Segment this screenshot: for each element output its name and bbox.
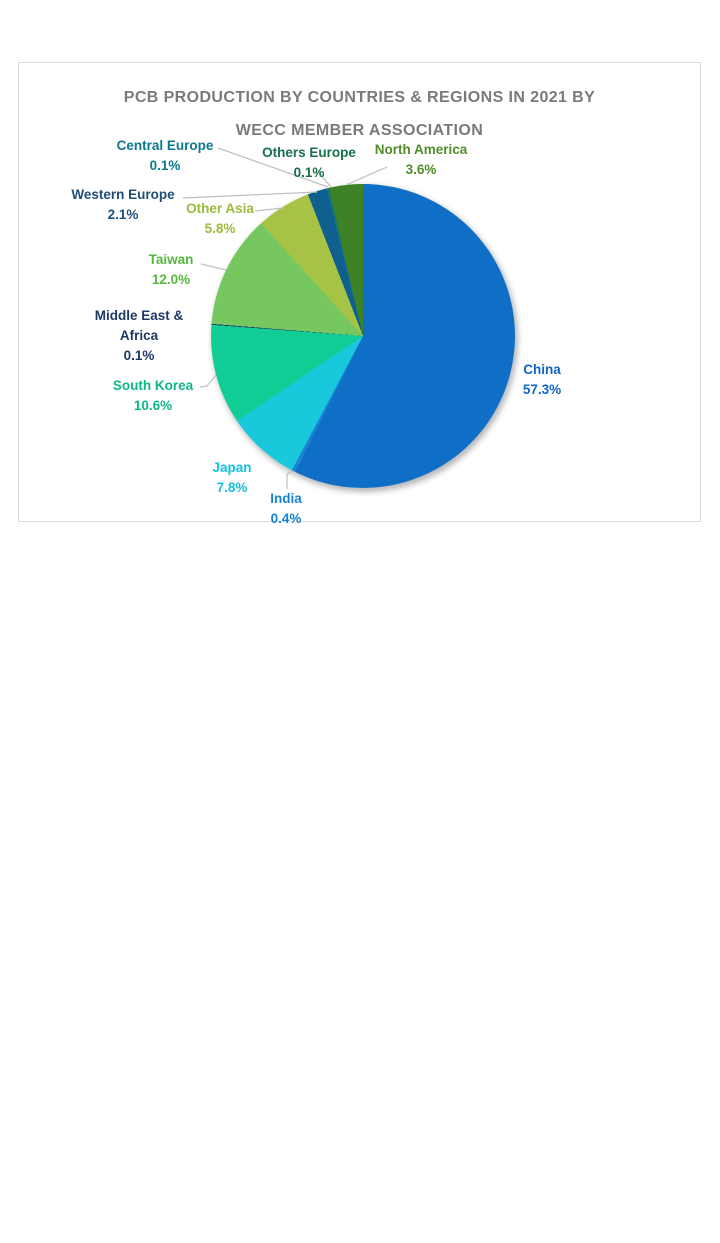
slice-percent: 0.1%	[293, 165, 325, 180]
chart-title: PCB PRODUCTION BY COUNTRIES & REGIONS IN…	[19, 81, 700, 147]
slice-label-japan: Japan 7.8%	[212, 458, 251, 498]
pie	[211, 184, 515, 488]
slice-label-central-europe: Central Europe 0.1%	[117, 136, 214, 176]
slice-name: Central Europe	[116, 138, 214, 153]
slice-name: South Korea	[112, 378, 194, 393]
slice-label-western-europe: Western Europe 2.1%	[71, 185, 174, 225]
slice-label-others-europe: Others Europe 0.1%	[262, 143, 356, 183]
slice-name: North America	[374, 142, 468, 157]
pie-chart-card: PCB PRODUCTION BY COUNTRIES & REGIONS IN…	[18, 62, 701, 526]
slice-name: China	[523, 362, 561, 377]
slice-percent: 3.6%	[405, 162, 437, 177]
slice-percent: 5.8%	[204, 221, 236, 236]
slice-name: Western Europe	[71, 187, 175, 202]
leader-line-taiwan	[200, 263, 227, 271]
slice-percent: 10.6%	[133, 398, 173, 413]
chart-title-line2: WECC MEMBER ASSOCIATION	[235, 122, 484, 139]
slice-label-north-america: North America 3.6%	[375, 140, 468, 180]
slice-name: Other Asia	[186, 201, 254, 216]
slice-label-middle-east-africa: Middle East & Africa 0.1%	[86, 306, 192, 366]
leader-line-india	[286, 470, 294, 489]
slice-name: Others Europe	[262, 145, 356, 160]
slice-percent: 57.3%	[522, 382, 562, 397]
slice-percent: 12.0%	[151, 272, 191, 287]
slice-name: Japan	[212, 460, 252, 475]
slice-percent: 0.1%	[149, 158, 181, 173]
slice-name: Taiwan	[148, 252, 194, 267]
slice-name: Middle East & Africa	[94, 308, 184, 343]
slice-label-taiwan: Taiwan 12.0%	[149, 250, 194, 290]
slice-label-china: China 57.3%	[523, 360, 561, 400]
slice-label-south-korea: South Korea 10.6%	[113, 376, 193, 416]
slice-percent: 0.4%	[270, 511, 302, 526]
slice-label-other-asia: Other Asia 5.8%	[186, 199, 254, 239]
slice-percent: 2.1%	[107, 207, 139, 222]
slice-label-india: India 0.4%	[270, 489, 302, 529]
leader-line-south-korea	[199, 374, 217, 388]
slice-percent: 7.8%	[216, 480, 248, 495]
slice-name: India	[270, 491, 302, 506]
leader-line-western-europe	[182, 191, 318, 199]
chart-title-line1: PCB PRODUCTION BY COUNTRIES & REGIONS IN…	[123, 89, 596, 106]
slice-percent: 0.1%	[123, 348, 155, 363]
